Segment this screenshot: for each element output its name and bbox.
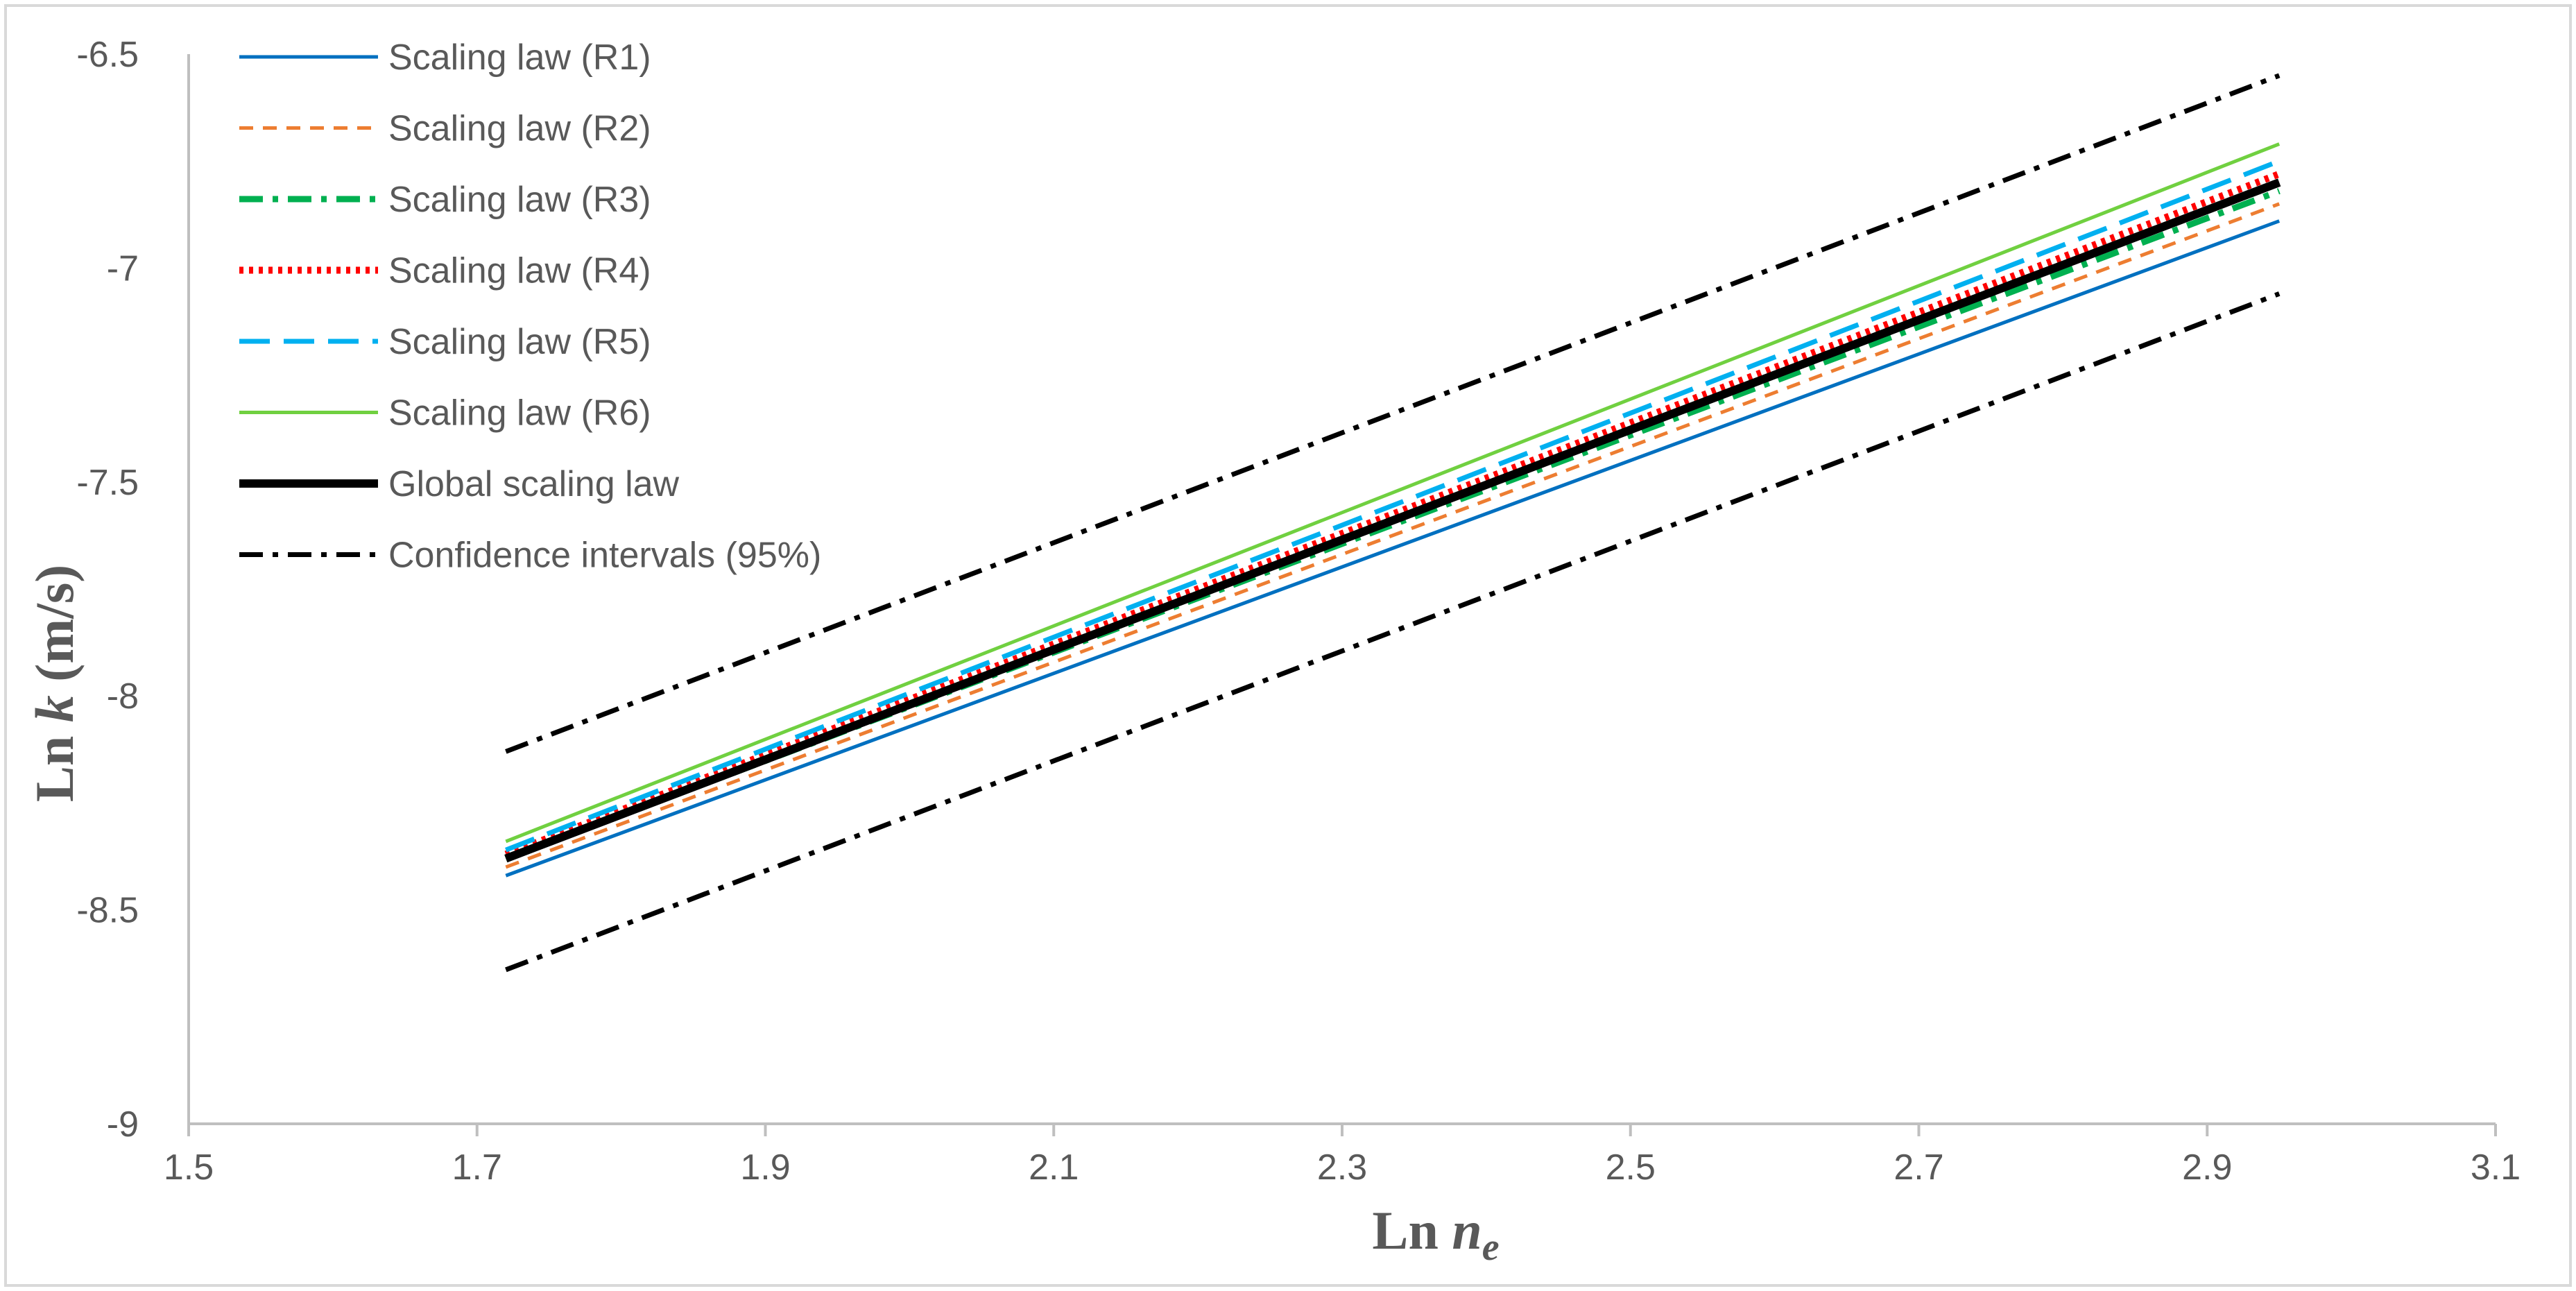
axes: 1.5 1.7 1.9 2.1 2.3 2.5 2.7 2.9 3.1 -6.5 -7 -7.5 -8 -… xyxy=(76,35,2521,1188)
x-tick-label: 2.1 xyxy=(1029,1147,1079,1188)
x-tick-label: 1.7 xyxy=(452,1147,502,1188)
y-tick-label: -9 xyxy=(107,1104,139,1145)
x-tick-label: 2.3 xyxy=(1317,1147,1367,1188)
x-tick-label: 2.5 xyxy=(1606,1147,1656,1188)
x-tick-label: 1.5 xyxy=(164,1147,214,1188)
legend-label-3: Scaling law (R3) xyxy=(388,180,651,220)
series-line-1 xyxy=(505,219,2281,878)
legend-label-4: Scaling law (R4) xyxy=(388,251,651,291)
x-axis-title: Ln ne xyxy=(1372,1200,1499,1269)
y-tick-label: -6.5 xyxy=(76,35,139,75)
y-axis-title: Ln k (m/s) xyxy=(24,565,85,802)
series-line-4 xyxy=(504,171,2281,858)
legend-label-2: Scaling law (R2) xyxy=(388,109,651,149)
y-tick-label: -7 xyxy=(107,248,139,289)
x-tick-label: 1.9 xyxy=(740,1147,790,1188)
x-tick-label: 3.1 xyxy=(2471,1147,2521,1188)
legend: Scaling law (R1) Scaling law (R2) Scaling … xyxy=(239,37,821,576)
x-tick-label: 2.7 xyxy=(1894,1147,1943,1188)
legend-label-8: Confidence intervals (95%) xyxy=(388,536,821,576)
y-tick-label: -7.5 xyxy=(76,463,139,503)
chart-border xyxy=(4,4,2572,1287)
legend-label-7: Global scaling law xyxy=(388,464,680,504)
series-line-2 xyxy=(505,202,2281,869)
x-tick-label: 2.9 xyxy=(2182,1147,2232,1188)
legend-label-5: Scaling law (R5) xyxy=(388,322,651,362)
y-tick-label: -8.5 xyxy=(76,891,139,931)
series-line-7 xyxy=(504,178,2281,863)
plot-series xyxy=(504,73,2281,973)
legend-label-6: Scaling law (R6) xyxy=(388,393,651,434)
series-line-5 xyxy=(505,158,2281,853)
legend-label-1: Scaling law (R1) xyxy=(388,37,651,78)
series-line-6 xyxy=(505,142,2281,844)
y-tick-label: -8 xyxy=(107,676,139,717)
